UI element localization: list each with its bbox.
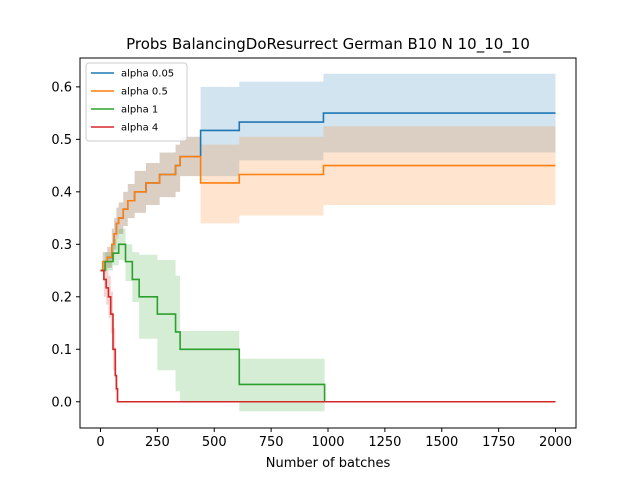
band-alpha-0-05 [100, 73, 556, 271]
series-lines [100, 112, 556, 403]
chart-title: Probs BalancingDoResurrect German B10 N … [126, 35, 530, 54]
y-tick-label: 0.6 [51, 80, 72, 95]
x-tick-label: 1750 [482, 435, 515, 450]
x-tick-label: 250 [145, 435, 170, 450]
legend-entry: alpha 0.05 [121, 69, 174, 80]
legend: alpha 0.05 alpha 0.5 alpha 1 alpha 4 [85, 62, 188, 142]
x-tick-label: 1000 [311, 435, 344, 450]
band-alpha-0-5 [100, 126, 556, 271]
x-tick-label: 500 [202, 435, 227, 450]
series-line-alpha-4 [100, 269, 556, 403]
series-line-alpha-0-5 [100, 155, 556, 272]
x-tick-label: 750 [259, 435, 284, 450]
y-tick-label: 0.0 [51, 395, 72, 410]
x-axis-label: Number of batches [266, 456, 391, 471]
band-alpha-1 [100, 228, 556, 412]
y-axis: 0.0 0.1 0.2 0.3 0.4 0.5 0.6 [51, 80, 80, 410]
y-tick-label: 0.5 [51, 133, 72, 148]
x-tick-label: 2000 [539, 435, 572, 450]
legend-entry: alpha 0.5 [121, 87, 168, 98]
legend-box [85, 62, 188, 142]
legend-entry: alpha 4 [121, 123, 158, 134]
y-tick-label: 0.2 [51, 290, 72, 305]
x-tick-label: 1500 [425, 435, 458, 450]
legend-entry: alpha 1 [121, 105, 158, 116]
y-tick-label: 0.1 [51, 343, 72, 358]
y-tick-label: 0.4 [51, 185, 72, 200]
x-tick-label: 0 [96, 435, 104, 450]
y-tick-label: 0.3 [51, 238, 72, 253]
x-axis: 0 250 500 750 1000 1250 1500 1750 2000 [96, 428, 572, 450]
confidence-bands [100, 73, 556, 412]
x-tick-label: 1250 [368, 435, 401, 450]
series-line-alpha-1 [100, 243, 556, 403]
